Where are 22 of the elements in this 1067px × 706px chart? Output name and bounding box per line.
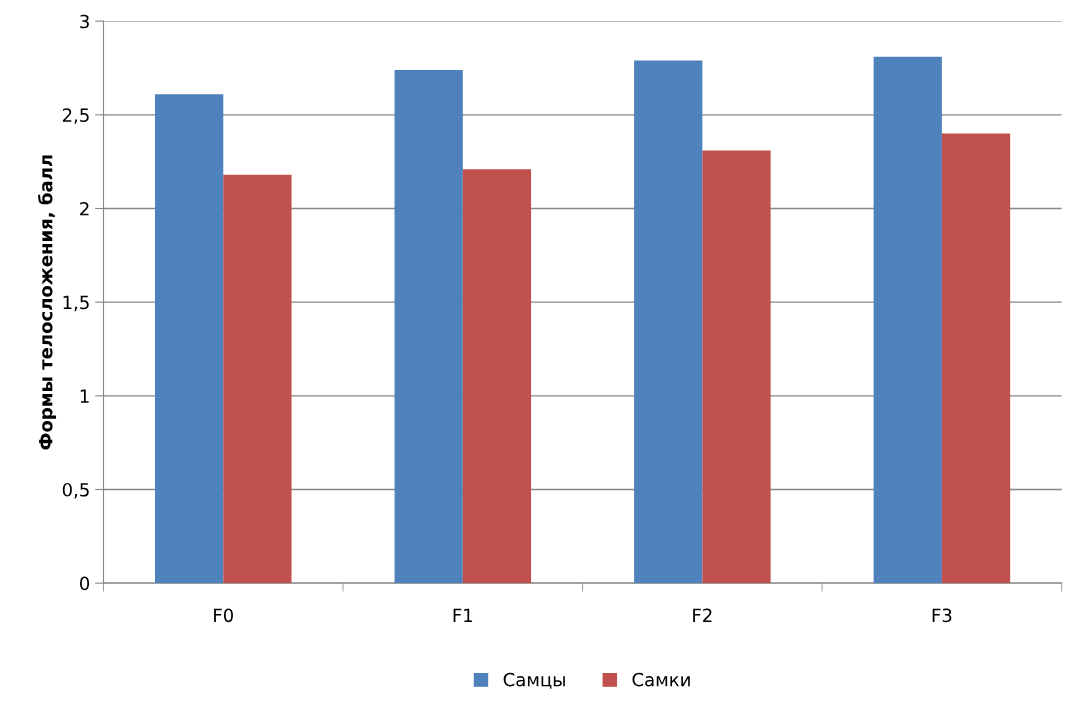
x-tick-label: F1 [453,608,473,622]
bar [223,174,292,584]
y-tick-label: 2 [80,201,89,216]
bar [702,150,771,584]
legend-label: Самки [632,672,690,687]
x-tick-label: F2 [693,608,712,622]
y-tick-label: 0 [80,576,90,591]
x-tick-label: F0 [214,608,234,623]
y-axis-title: Формы телосложения, балл [37,155,57,450]
bar [155,94,224,584]
legend-label: Самцы [503,672,565,689]
x-tick-label: F3 [932,608,952,623]
y-tick-label: 3 [80,14,89,29]
y-tick-label: 0,5 [62,482,89,499]
y-tick-label: 1 [80,389,89,403]
y-tick-label: 2,5 [62,108,89,124]
bar [462,169,532,584]
y-tick-label: 1,5 [63,295,89,312]
bar [634,60,703,584]
bar [873,56,942,584]
bar [941,133,1011,584]
bar [394,69,463,584]
